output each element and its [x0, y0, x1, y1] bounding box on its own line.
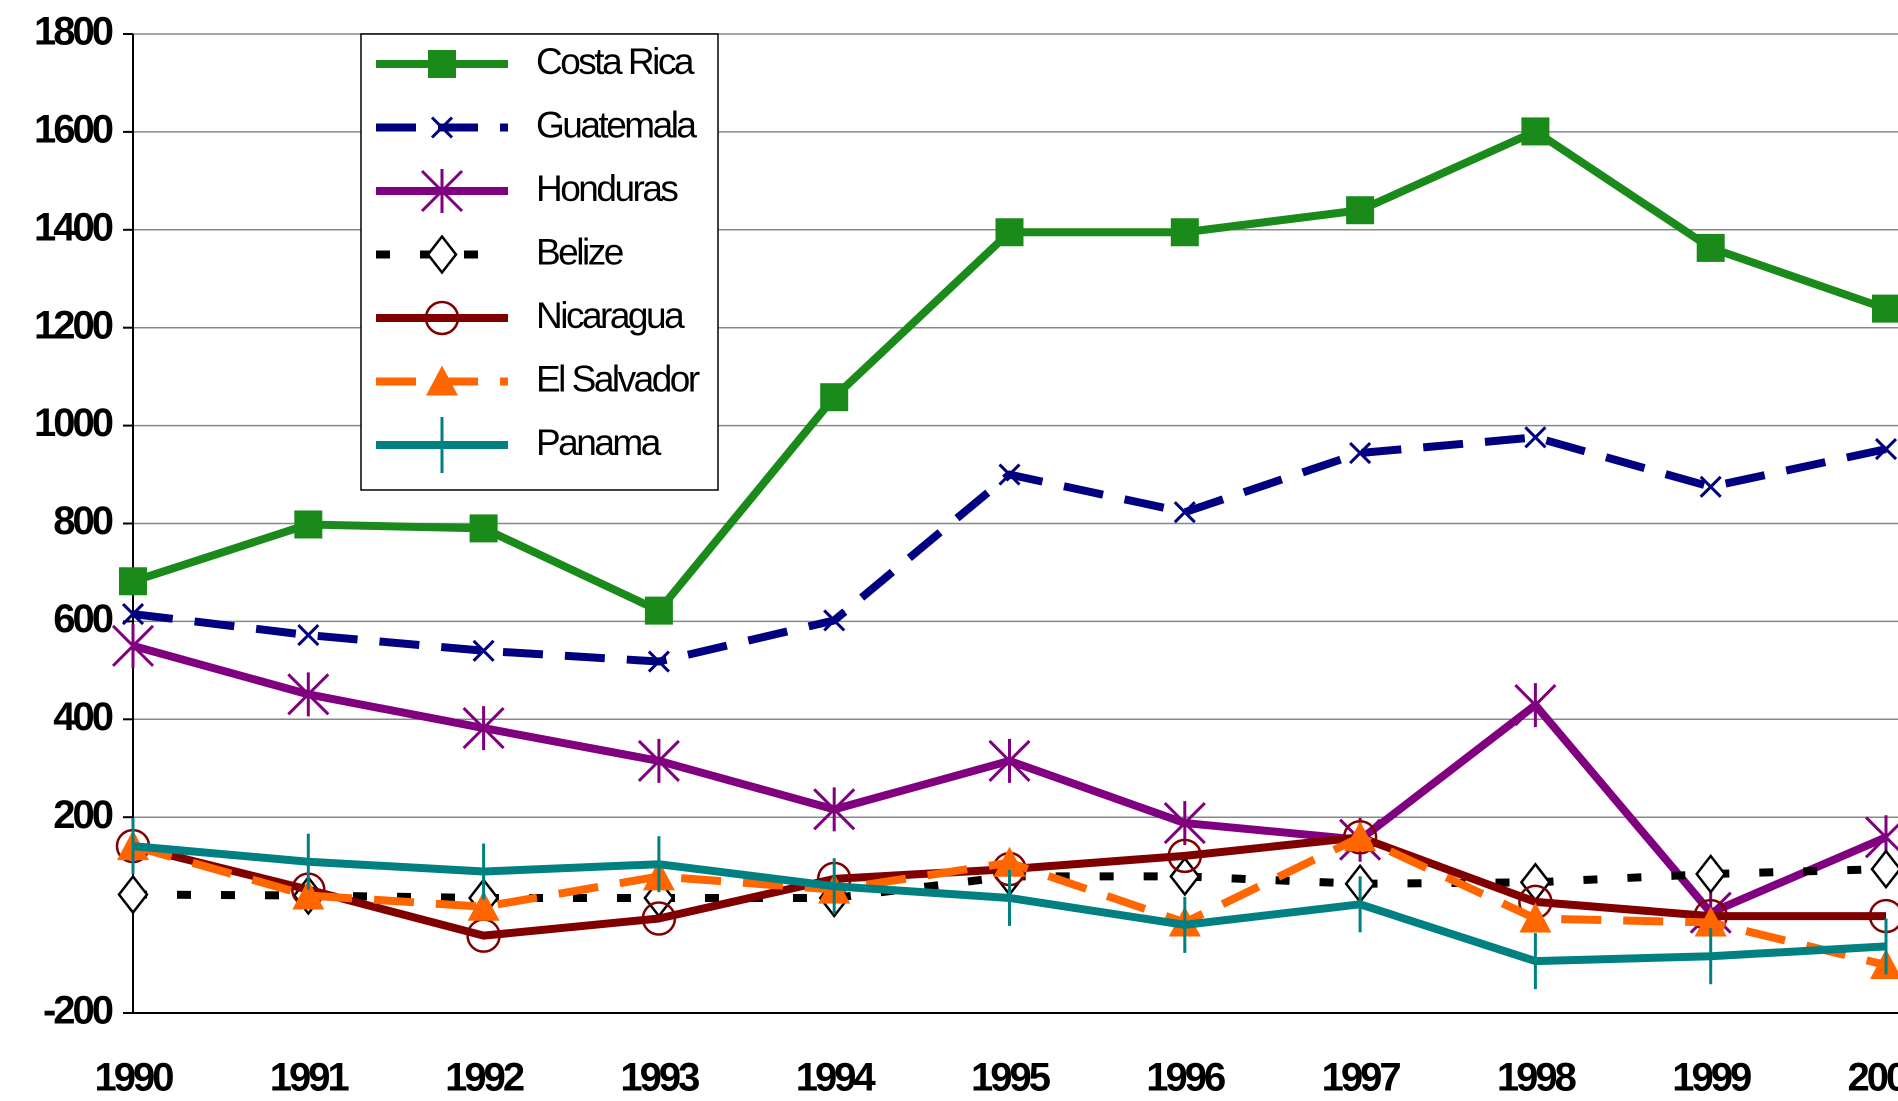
marker [988, 738, 1031, 783]
x-tick-label: 1990 [95, 1056, 174, 1100]
legend-label: Panama [536, 422, 662, 463]
x-tick-label: 1993 [620, 1056, 699, 1100]
marker [820, 383, 849, 412]
marker [1521, 117, 1550, 146]
legend-marker [430, 116, 454, 139]
y-tick-label: 1600 [34, 107, 113, 151]
marker [469, 514, 498, 543]
legend-label: Guatemala [536, 104, 697, 145]
marker [995, 218, 1024, 247]
marker [1167, 838, 1203, 874]
marker [1870, 849, 1898, 890]
x-tick-label: 1995 [971, 1056, 1051, 1100]
x-tick-label: 1998 [1497, 1056, 1577, 1100]
marker [644, 596, 673, 625]
y-tick-label: 1000 [34, 401, 113, 445]
marker [1694, 906, 1727, 937]
legend-label: Costa Rica [536, 41, 695, 82]
marker [998, 463, 1021, 486]
marker [823, 609, 846, 632]
legend-marker [420, 169, 464, 213]
marker [1173, 501, 1196, 524]
legend-marker [424, 300, 460, 336]
legend-label: El Salvador [536, 358, 700, 399]
legend-label: Honduras [536, 168, 678, 209]
x-tick-label: 1999 [1672, 1056, 1751, 1100]
marker [121, 602, 145, 626]
y-tick-label: -200 [43, 989, 113, 1033]
y-tick-label: 1400 [34, 205, 113, 249]
x-tick-label: 2000 [1848, 1056, 1898, 1100]
marker [1874, 438, 1898, 461]
marker [1695, 853, 1727, 895]
x-tick-label: 1991 [270, 1056, 350, 1100]
y-tick-label: 400 [53, 695, 112, 739]
y-tick-label: 800 [53, 499, 112, 543]
y-tick-label: 200 [53, 793, 112, 837]
y-tick-label: 1200 [34, 303, 113, 347]
marker [1699, 475, 1722, 498]
marker [1349, 441, 1372, 465]
legend-marker [426, 234, 458, 275]
legend-box [360, 33, 719, 491]
marker [641, 901, 677, 936]
marker [993, 846, 1026, 877]
marker [1519, 902, 1552, 933]
x-tick-label: 1996 [1146, 1056, 1225, 1100]
marker [294, 510, 323, 539]
legend-label: Nicaragua [536, 295, 685, 336]
marker [1696, 233, 1725, 262]
x-tick-label: 1992 [445, 1056, 524, 1100]
legend-marker [428, 50, 456, 78]
marker [1163, 801, 1206, 846]
marker [287, 672, 330, 717]
marker [637, 738, 680, 783]
x-tick-label: 1997 [1322, 1056, 1401, 1100]
marker [1514, 683, 1557, 728]
legend-label: Belize [536, 231, 623, 272]
marker [1170, 218, 1199, 247]
legend: Costa Rica Guatemala Honduras Belize Nicarag… [360, 33, 719, 491]
marker [1524, 426, 1547, 449]
marker [467, 890, 500, 921]
marker [647, 650, 670, 673]
marker [813, 787, 856, 832]
x-tick-label: 1994 [796, 1056, 877, 1100]
marker [1169, 856, 1201, 897]
marker [1872, 294, 1898, 323]
marker [119, 567, 147, 596]
marker [1346, 196, 1375, 225]
marker [111, 623, 155, 668]
marker [297, 624, 320, 647]
marker [1870, 949, 1898, 980]
marker [117, 874, 149, 915]
marker [472, 639, 495, 662]
marker [292, 879, 325, 910]
legend-marker [426, 365, 458, 396]
series-line [132, 865, 1887, 902]
y-tick-label: 1800 [34, 10, 113, 54]
marker [1344, 821, 1377, 852]
y-tick-label: 600 [53, 597, 112, 641]
marker [462, 706, 505, 751]
